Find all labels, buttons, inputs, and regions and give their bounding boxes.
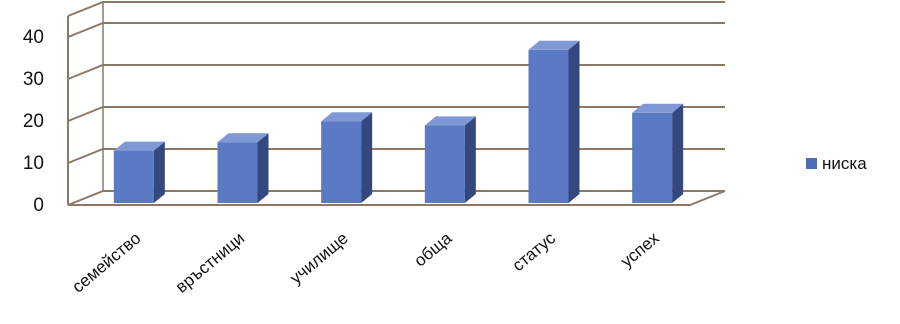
x-tick-label: семейство — [68, 229, 144, 297]
gridline — [67, 190, 725, 206]
legend: ниска — [806, 154, 867, 173]
y-tick-label: 0 — [33, 195, 44, 216]
bar-top — [217, 133, 269, 143]
bar-top — [321, 112, 373, 122]
bar-top — [424, 116, 476, 126]
bar-front — [321, 121, 362, 203]
bar-front — [632, 112, 673, 203]
bar — [424, 116, 476, 203]
gridline — [67, 1, 725, 17]
floor-edge — [68, 190, 726, 206]
bar-side — [257, 133, 269, 203]
bar-top — [528, 40, 580, 50]
gridline — [67, 22, 725, 38]
gridline — [67, 148, 725, 164]
legend-label: ниска — [822, 154, 867, 173]
gridline — [67, 106, 725, 122]
x-tick-label: връстници — [172, 229, 248, 297]
bar-side — [568, 40, 580, 203]
chart-grid — [67, 1, 726, 206]
bar-front — [217, 142, 258, 203]
legend-swatch — [806, 158, 817, 169]
bar-top — [632, 103, 684, 113]
x-tick-label: успех — [617, 228, 663, 271]
bar-front — [113, 150, 154, 203]
x-tick-label: статус — [509, 228, 560, 275]
bar-side — [361, 112, 373, 203]
y-tick-label: 10 — [23, 153, 44, 174]
gridline — [67, 64, 725, 80]
x-tick-label: училище — [286, 229, 351, 288]
y-tick-label: 30 — [23, 69, 44, 90]
bar — [113, 141, 165, 203]
bar — [632, 103, 684, 203]
y-tick-label: 20 — [23, 111, 44, 132]
bar-top — [113, 141, 165, 151]
bar-side — [153, 141, 165, 203]
bar-front — [528, 49, 569, 203]
x-tick-label: обща — [411, 228, 456, 270]
bar — [217, 133, 269, 203]
bar-series — [113, 40, 684, 203]
bar — [528, 40, 580, 203]
bar-front — [424, 125, 465, 203]
bar-side — [672, 103, 684, 203]
bar-side — [464, 116, 476, 203]
x-axis-labels: семейство връстници училище обща статус успех — [68, 228, 663, 297]
y-tick-label: 40 — [23, 27, 44, 48]
y-axis-ticks: 0 10 20 30 40 — [23, 27, 44, 216]
bar — [321, 112, 373, 203]
